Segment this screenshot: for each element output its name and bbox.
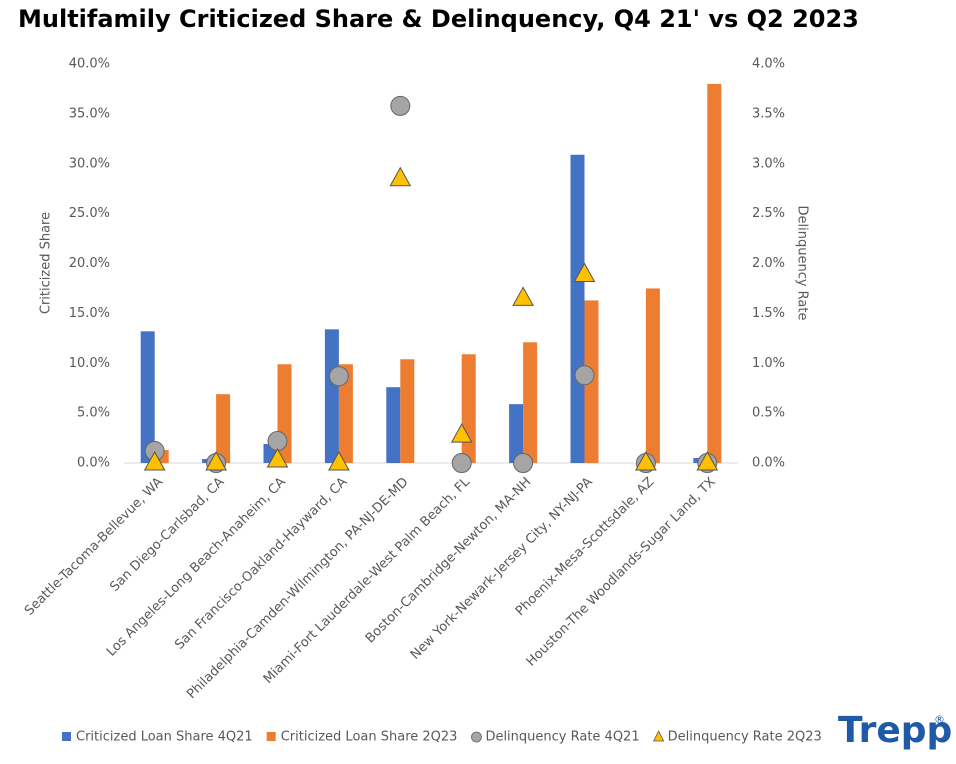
triangle-marker <box>266 447 289 468</box>
logo-mark: ® <box>934 713 945 726</box>
logo: Trepp <box>838 710 952 751</box>
triangle-marker <box>328 450 350 471</box>
y-tick-label: 0.0% <box>77 456 110 471</box>
bar <box>386 387 401 463</box>
legend-swatch <box>471 731 482 743</box>
x-tick-label: San Diego-Carlsbad, CA <box>107 475 227 595</box>
circle-marker <box>267 431 288 452</box>
legend-swatch <box>62 732 71 741</box>
bar <box>523 342 538 463</box>
y2-axis-title: Delinquency Rate <box>795 206 810 321</box>
bar <box>461 354 476 463</box>
triangle-marker <box>143 450 166 471</box>
y-tick-label: 35.0% <box>69 106 110 121</box>
y-tick-label: 25.0% <box>69 206 110 221</box>
circle-marker <box>328 366 349 387</box>
y-tick-label: 15.0% <box>69 306 110 321</box>
y-tick-label: 5.0% <box>77 406 110 421</box>
y-axis-title: Criticized Share <box>39 212 54 314</box>
bar <box>570 154 585 463</box>
y-tick-label: 20.0% <box>69 256 110 271</box>
legend-label: Delinquency Rate 2Q23 <box>668 730 822 745</box>
y2-tick-label: 3.0% <box>752 156 785 171</box>
y2-tick-label: 3.5% <box>752 106 785 121</box>
triangle-marker <box>512 286 534 306</box>
triangle-marker <box>450 423 473 443</box>
y-tick-label: 10.0% <box>69 356 110 371</box>
bar <box>216 394 231 463</box>
bar <box>338 364 353 463</box>
x-tick-label: Philadelphia-Camden-Wilmington, PA-NJ-DE… <box>184 475 411 702</box>
y-tick-label: 40.0% <box>69 57 110 72</box>
y-tick-label: 30.0% <box>69 156 110 171</box>
triangle-marker <box>389 166 412 187</box>
legend-label: Criticized Loan Share 2Q23 <box>281 730 458 745</box>
legend-label: Criticized Loan Share 4Q21 <box>76 730 253 745</box>
bar <box>707 83 722 463</box>
circle-marker <box>451 453 472 473</box>
y2-tick-label: 0.5% <box>752 406 785 421</box>
legend-label: Delinquency Rate 4Q21 <box>485 730 639 745</box>
legend-swatch <box>652 730 665 742</box>
y2-tick-label: 2.5% <box>752 206 785 221</box>
y2-tick-label: 2.0% <box>752 256 785 271</box>
bar <box>509 404 524 463</box>
circle-marker <box>390 95 411 116</box>
bar <box>140 331 155 463</box>
bar <box>645 288 660 463</box>
triangle-marker <box>696 450 719 471</box>
chart-title: Multifamily Criticized Share & Delinquen… <box>18 5 859 33</box>
circle-marker <box>513 453 534 473</box>
bar <box>324 329 339 463</box>
bar <box>400 359 415 463</box>
y2-tick-label: 4.0% <box>752 57 785 72</box>
y2-tick-label: 0.0% <box>752 456 785 471</box>
legend-swatch <box>266 732 276 741</box>
x-tick-label: Miami-Fort Lauderdale-West Palm Beach, F… <box>261 474 474 687</box>
y2-tick-label: 1.0% <box>752 356 785 371</box>
triangle-marker <box>635 450 657 471</box>
triangle-marker <box>573 262 596 282</box>
y2-tick-label: 1.5% <box>752 306 785 321</box>
triangle-marker <box>205 450 227 471</box>
circle-marker <box>574 365 595 386</box>
